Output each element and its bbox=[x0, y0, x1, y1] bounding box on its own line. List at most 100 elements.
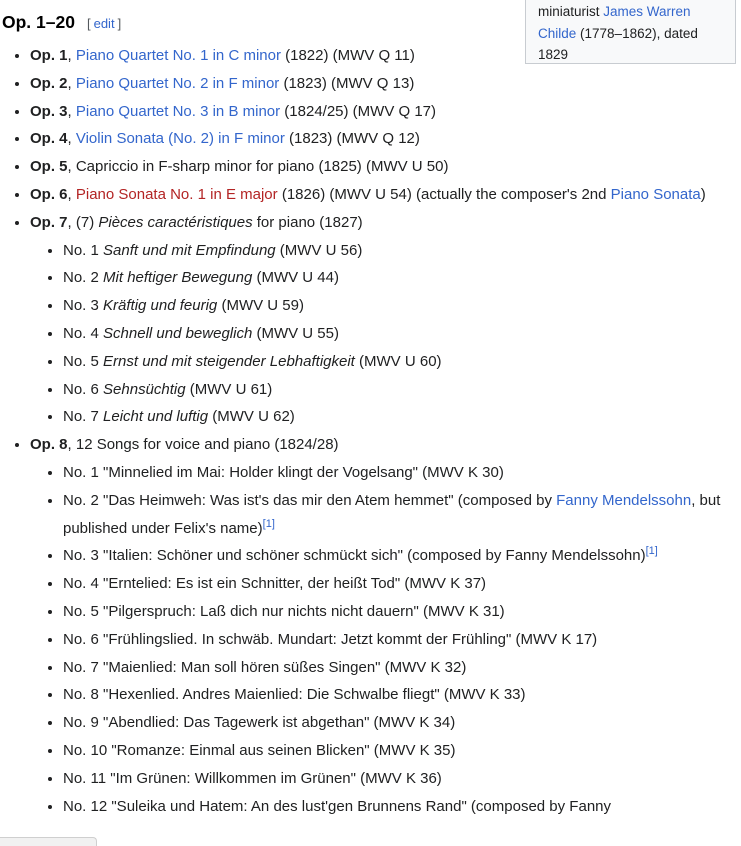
plain-text: No. 5 "Pilgerspruch: Laß dich nur nichts… bbox=[63, 602, 505, 620]
plain-text: (MWV U 44) bbox=[252, 269, 339, 287]
work-item-op-5: Op. 5, Capriccio in F-sharp minor for pi… bbox=[30, 153, 723, 181]
plain-text: No. 4 bbox=[63, 324, 104, 342]
wiki-link[interactable]: Violin Sonata (No. 2) in F minor bbox=[75, 130, 285, 148]
plain-text: No. 8 "Hexenlied. Andres Maienlied: Die … bbox=[63, 686, 526, 704]
op-7-sublist: No. 1 Sanft und mit Empfindung (MWV U 56… bbox=[30, 237, 723, 432]
opus-number: Op. 2 bbox=[30, 74, 68, 92]
plain-text: ) bbox=[700, 185, 706, 203]
op-8-sublist: No. 1 "Minnelied im Mai: Holder klingt d… bbox=[30, 459, 723, 820]
opus-number: Op. 5 bbox=[30, 158, 68, 176]
plain-text: (1778–1862), dated 1829 bbox=[538, 25, 698, 63]
sub-item-op-8-no-4: No. 4 "Erntelied: Es ist ein Schnitter, … bbox=[63, 570, 723, 598]
plain-text: , bbox=[67, 47, 76, 64]
wiki-link[interactable]: Piano Quartet No. 3 in B minor bbox=[75, 102, 281, 120]
plain-text: (MWV U 60) bbox=[354, 352, 442, 370]
opus-number: Op. 3 bbox=[30, 102, 68, 120]
plain-text: No. 7 bbox=[63, 408, 104, 426]
plain-text: No. 10 "Romanze: Einmal aus seinen Blick… bbox=[63, 741, 456, 759]
wiki-link[interactable]: James Warren Childe bbox=[538, 4, 691, 41]
wiki-link[interactable]: Fanny Mendelssohn bbox=[556, 491, 692, 509]
plain-text: (1826) (MWV U 54) (actually the composer… bbox=[277, 185, 611, 203]
sub-item-op-8-no-8: No. 8 "Hexenlied. Andres Maienlied: Die … bbox=[63, 681, 723, 709]
opus-number: Op. 8 bbox=[30, 436, 68, 454]
work-title-italic: Kräftig und feurig bbox=[103, 297, 218, 315]
plain-text: (1823) (MWV Q 12) bbox=[284, 130, 420, 148]
red-link[interactable]: Piano Sonata No. 1 in E major bbox=[75, 185, 278, 203]
work-title-italic: Ernst und mit steigender Lebhaftigkeit bbox=[103, 352, 355, 370]
plain-text: No. 1 "Minnelied im Mai: Holder klingt d… bbox=[63, 463, 504, 481]
edit-link[interactable]: edit bbox=[93, 16, 115, 31]
opus-number: Op. 4 bbox=[30, 130, 68, 148]
sub-item-op-8-no-2: No. 2 "Das Heimweh: Was ist's das mir de… bbox=[63, 487, 723, 543]
opus-number: Op. 6 bbox=[30, 185, 68, 203]
edit-section: [edit] bbox=[87, 16, 121, 31]
browser-status-bubble bbox=[0, 837, 97, 846]
plain-text: (1822) (MWV Q 11) bbox=[280, 47, 415, 64]
plain-text: (MWV U 62) bbox=[208, 408, 295, 426]
image-caption-box: miniaturist James Warren Childe (1778–18… bbox=[525, 0, 736, 64]
reference-link[interactable]: [1] bbox=[645, 545, 658, 558]
opus-number: Op. 1 bbox=[30, 47, 68, 64]
plain-text: No. 3 "Italien: Schöner und schöner schm… bbox=[63, 547, 646, 565]
wiki-link[interactable]: Piano Quartet No. 2 in F minor bbox=[75, 74, 280, 92]
sub-item-op-8-no-11: No. 11 "Im Grünen: Willkommen im Grünen"… bbox=[63, 765, 723, 793]
works-list: Op. 1, Piano Quartet No. 1 in C minor (1… bbox=[2, 42, 723, 820]
plain-text: No. 9 "Abendlied: Das Tagewerk ist abget… bbox=[63, 714, 456, 732]
plain-text: , bbox=[67, 185, 76, 203]
work-item-op-7: Op. 7, (7) Pièces caractéristiques for p… bbox=[30, 209, 723, 431]
sub-item-op-7-no-6: No. 6 Sehnsüchtig (MWV U 61) bbox=[63, 376, 723, 404]
plain-text: (MWV U 61) bbox=[185, 380, 273, 398]
section-heading: Op. 1–20 [edit] bbox=[2, 9, 723, 37]
sub-item-op-7-no-2: No. 2 Mit heftiger Bewegung (MWV U 44) bbox=[63, 264, 723, 292]
reference-link[interactable]: [1] bbox=[262, 517, 275, 530]
sub-item-op-8-no-3: No. 3 "Italien: Schöner und schöner schm… bbox=[63, 542, 723, 570]
plain-text: No. 7 "Maienlied: Man soll hören süßes S… bbox=[63, 658, 467, 676]
plain-text: , Capriccio in F-sharp minor for piano (… bbox=[67, 158, 449, 176]
plain-text: (MWV U 55) bbox=[252, 324, 339, 342]
sub-item-op-8-no-1: No. 1 "Minnelied im Mai: Holder klingt d… bbox=[63, 459, 723, 487]
wiki-link[interactable]: Piano Quartet No. 1 in C minor bbox=[75, 47, 281, 64]
edit-bracket-open: [ bbox=[86, 16, 91, 31]
work-item-op-6: Op. 6, Piano Sonata No. 1 in E major (18… bbox=[30, 181, 723, 209]
work-title-italic: Leicht und luftig bbox=[103, 408, 209, 426]
work-title-italic: Mit heftiger Bewegung bbox=[103, 269, 253, 287]
edit-bracket-close: ] bbox=[117, 16, 122, 31]
sub-item-op-7-no-5: No. 5 Ernst und mit steigender Lebhaftig… bbox=[63, 348, 723, 376]
plain-text: , bbox=[67, 74, 76, 92]
sub-item-op-8-no-9: No. 9 "Abendlied: Das Tagewerk ist abget… bbox=[63, 709, 723, 737]
plain-text: (1824/25) (MWV Q 17) bbox=[280, 102, 437, 120]
article-content: Op. 1–20 [edit] Op. 1, Piano Quartet No. … bbox=[0, 0, 741, 820]
sub-item-op-7-no-7: No. 7 Leicht und luftig (MWV U 62) bbox=[63, 403, 723, 431]
sub-item-op-8-no-5: No. 5 "Pilgerspruch: Laß dich nur nichts… bbox=[63, 598, 723, 626]
plain-text: (1823) (MWV Q 13) bbox=[279, 74, 415, 92]
sub-item-op-8-no-7: No. 7 "Maienlied: Man soll hören süßes S… bbox=[63, 654, 723, 682]
opus-number: Op. 7 bbox=[30, 213, 68, 231]
work-title-italic: Schnell und beweglich bbox=[103, 324, 253, 342]
sub-item-op-7-no-1: No. 1 Sanft und mit Empfindung (MWV U 56… bbox=[63, 237, 723, 265]
work-title-italic: Sehnsüchtig bbox=[103, 380, 186, 398]
plain-text: No. 3 bbox=[63, 297, 104, 315]
plain-text: No. 11 "Im Grünen: Willkommen im Grünen"… bbox=[63, 769, 442, 787]
plain-text: No. 2 "Das Heimweh: Was ist's das mir de… bbox=[63, 491, 557, 509]
plain-text: No. 4 "Erntelied: Es ist ein Schnitter, … bbox=[63, 575, 487, 593]
reference-sup: [1] bbox=[646, 545, 658, 557]
image-caption-text: miniaturist James Warren Childe (1778–18… bbox=[538, 4, 698, 62]
section-title: Op. 1–20 bbox=[2, 12, 75, 32]
plain-text: , bbox=[67, 102, 76, 120]
plain-text: (MWV U 59) bbox=[217, 297, 304, 315]
plain-text: , bbox=[67, 130, 76, 148]
plain-text: (MWV U 56) bbox=[275, 241, 363, 259]
plain-text: , but published under Felix's name) bbox=[63, 491, 721, 537]
wiki-link[interactable]: Piano Sonata bbox=[610, 185, 701, 203]
plain-text: No. 5 bbox=[63, 352, 104, 370]
work-item-op-3: Op. 3, Piano Quartet No. 3 in B minor (1… bbox=[30, 98, 723, 126]
plain-text: for piano (1827) bbox=[252, 213, 363, 231]
sub-item-op-8-no-10: No. 10 "Romanze: Einmal aus seinen Blick… bbox=[63, 737, 723, 765]
plain-text: miniaturist bbox=[538, 4, 604, 19]
plain-text: No. 6 "Frühlingslied. In schwäb. Mundart… bbox=[63, 630, 598, 648]
plain-text: No. 1 bbox=[63, 241, 104, 259]
work-title-italic: Pièces caractéristiques bbox=[98, 213, 253, 231]
plain-text: , (7) bbox=[67, 213, 99, 231]
work-item-op-2: Op. 2, Piano Quartet No. 2 in F minor (1… bbox=[30, 70, 723, 98]
